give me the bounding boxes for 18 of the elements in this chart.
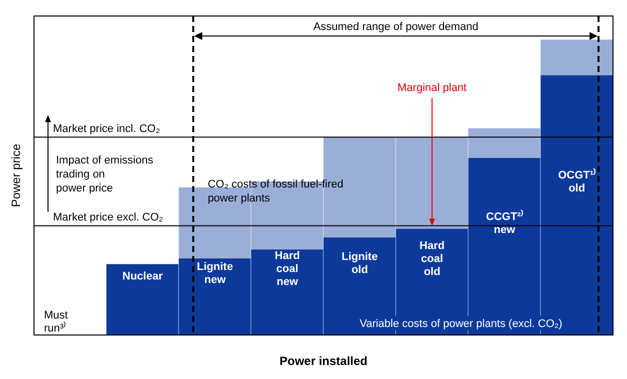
ref-line-label: Market price excl. CO₂ bbox=[53, 212, 164, 224]
x-tick-label: Hard coal new bbox=[274, 250, 300, 288]
y-axis-title: Power price bbox=[9, 143, 23, 208]
series-label: CO₂ costs of fossil fuel-fired power plants bbox=[208, 178, 344, 204]
x-tick-label: OCGT¹⁾ old bbox=[558, 168, 597, 195]
x-tick-label: Nuclear bbox=[122, 270, 164, 283]
bar bbox=[540, 40, 613, 76]
x-tick-label: Lignite new bbox=[196, 261, 233, 286]
ref-line-label: Market price incl. CO₂ bbox=[53, 123, 160, 136]
x-tick-label: Must run³⁾ bbox=[44, 310, 68, 334]
annotation: Marginal plant bbox=[398, 82, 467, 94]
x-tick-label: CCGT²⁾ new bbox=[486, 208, 524, 236]
text: Assumed range of power demand bbox=[313, 21, 478, 33]
series-label: Variable costs of power plants (excl. CO₂) bbox=[360, 318, 562, 330]
x-tick-label: Hard coal old bbox=[420, 240, 445, 278]
annotation: Impact of emissions trading on power price bbox=[56, 154, 154, 194]
x-axis-title: Power installed bbox=[279, 354, 368, 368]
x-tick-label: Lignite old bbox=[342, 250, 378, 276]
